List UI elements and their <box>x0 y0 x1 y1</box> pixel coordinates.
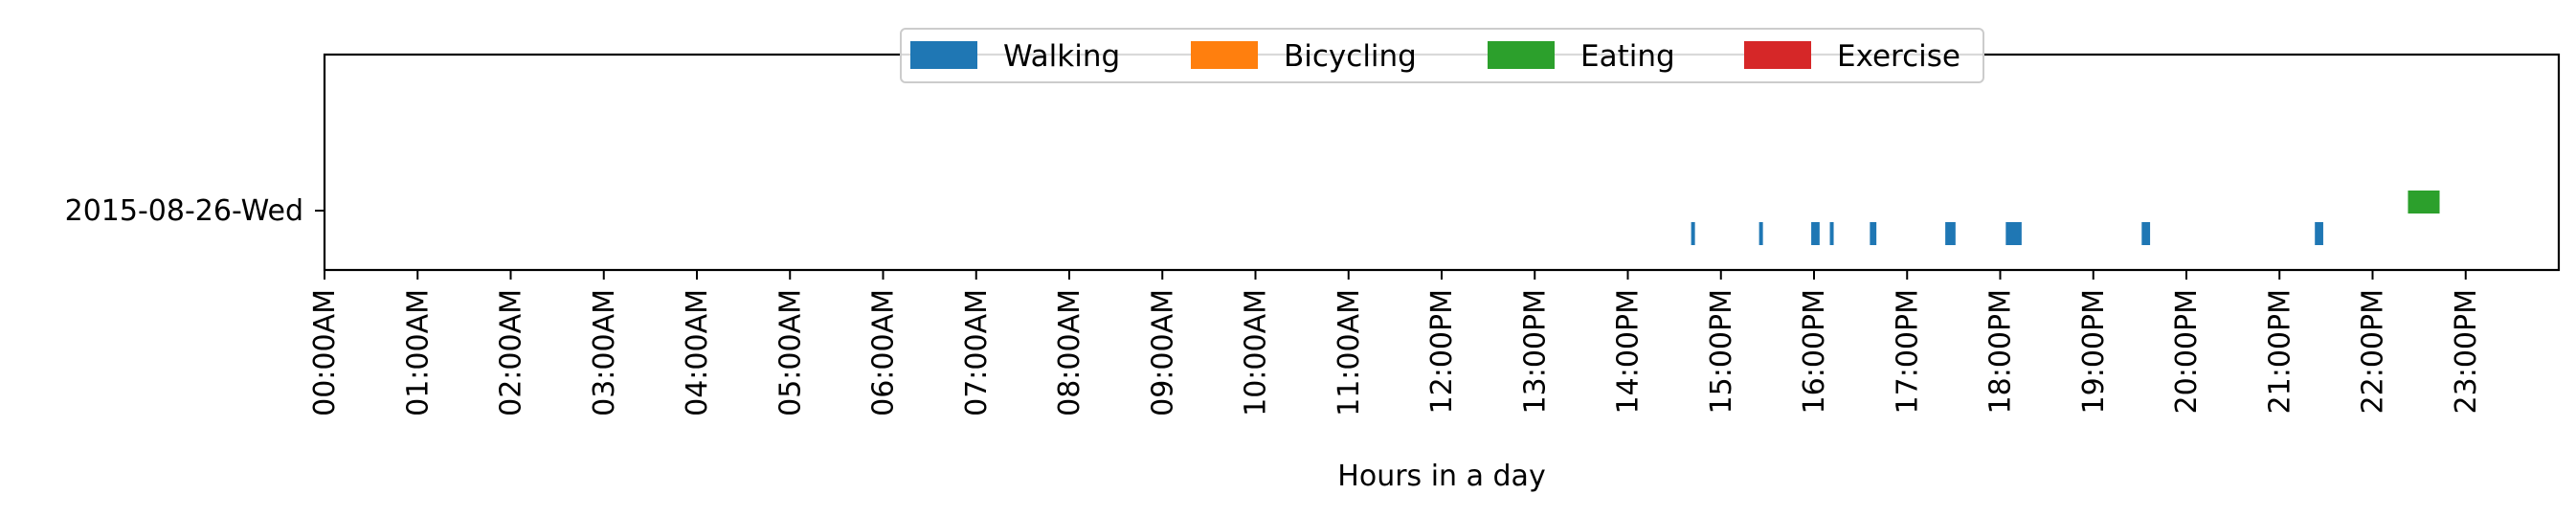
activity-bar-walking-4 <box>1870 222 1877 245</box>
x-tick-label: 21:00PM <box>2263 289 2296 414</box>
activity-bar-walking-0 <box>1691 222 1695 245</box>
activity-bar-walking-5 <box>1945 222 1956 245</box>
x-tick-label: 07:00AM <box>960 289 994 416</box>
legend-label-walking: Walking <box>1003 39 1120 74</box>
x-tick-label: 16:00PM <box>1798 289 1831 414</box>
legend-label-bicycling: Bicycling <box>1284 39 1417 74</box>
y-axis: 2015-08-26-Wed <box>65 194 325 228</box>
activity-bar-walking-7 <box>2141 222 2151 245</box>
x-tick-label: 06:00AM <box>867 289 901 416</box>
legend-label-eating: Eating <box>1580 39 1675 74</box>
x-axis: 00:00AM 01:00AM 02:00AM 03:00AM 04:00AM 05:00… <box>308 270 2483 416</box>
x-tick-label: 00:00AM <box>308 289 342 416</box>
legend: Walking Bicycling Eating Exercise <box>900 28 1984 83</box>
x-tick-label: 01:00AM <box>401 289 435 416</box>
x-tick-label: 15:00PM <box>1705 289 1738 414</box>
x-tick-label: 08:00AM <box>1053 289 1086 416</box>
plot-frame <box>323 53 2561 272</box>
activity-marks <box>1691 191 2440 245</box>
legend-swatch-walking <box>910 41 977 69</box>
legend-box <box>900 28 1984 83</box>
activity-bar-walking-8 <box>2315 222 2323 245</box>
x-tick-label: 12:00PM <box>1425 289 1459 414</box>
x-tick-label: 19:00PM <box>2077 289 2111 414</box>
x-tick-label: 05:00AM <box>773 289 807 416</box>
activity-bar-walking-6 <box>2005 222 2022 245</box>
x-tick-label: 10:00AM <box>1240 289 1273 416</box>
legend-swatch-eating <box>1488 41 1555 69</box>
x-tick-label: 11:00AM <box>1333 289 1366 416</box>
x-axis-title: Hours in a day <box>1337 460 1545 493</box>
x-tick-label: 09:00AM <box>1146 289 1179 416</box>
legend-swatch-bicycling <box>1191 41 1258 69</box>
x-tick-label: 17:00PM <box>1891 289 1924 414</box>
x-tick-label: 18:00PM <box>1984 289 2018 414</box>
x-tick-label: 13:00PM <box>1518 289 1552 414</box>
x-tick-label: 03:00AM <box>588 289 621 416</box>
legend-swatch-exercise <box>1744 41 1811 69</box>
y-tick-label: 2015-08-26-Wed <box>65 194 303 228</box>
x-tick-label: 14:00PM <box>1612 289 1646 414</box>
x-tick-label: 04:00AM <box>681 289 714 416</box>
x-tick-label: 23:00PM <box>2450 289 2483 414</box>
x-tick-label: 20:00PM <box>2170 289 2204 414</box>
activity-bar-eating-0 <box>2408 191 2440 214</box>
activity-bar-walking-1 <box>1758 222 1763 245</box>
activity-bar-walking-2 <box>1811 222 1820 245</box>
x-tick-label: 22:00PM <box>2357 289 2390 414</box>
x-tick-label: 02:00AM <box>495 289 528 416</box>
activity-bar-walking-3 <box>1829 222 1834 245</box>
legend-label-exercise: Exercise <box>1837 39 1960 74</box>
